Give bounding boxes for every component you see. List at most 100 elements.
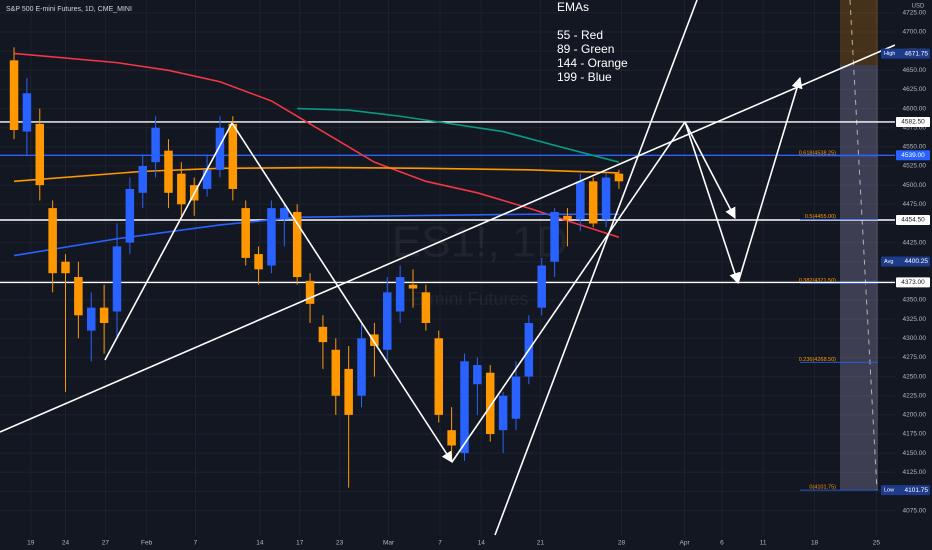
watermark-sub: E-mini Futures <box>411 289 528 309</box>
y-tick-label: 4250.00 <box>903 373 927 380</box>
candle-body <box>99 307 109 323</box>
candle-body <box>280 208 289 220</box>
candle-body <box>292 211 302 278</box>
candle-body <box>383 292 392 350</box>
y-tick-label: 4625.00 <box>903 86 927 93</box>
candle-body <box>305 280 315 304</box>
x-tick-label: 23 <box>336 540 344 547</box>
candle-body <box>614 173 624 182</box>
fib-label: 0.618(4538.25) <box>799 150 836 156</box>
candle-body <box>112 246 122 312</box>
y-tick-label: 4550.00 <box>903 144 927 151</box>
x-tick-label: 17 <box>296 540 304 547</box>
x-tick-label: 11 <box>760 540 767 547</box>
watermark: ES1!, 1D <box>392 218 568 267</box>
candle-body <box>267 208 276 266</box>
candle-body <box>125 188 135 243</box>
candle-body <box>485 372 495 435</box>
y-tick-label: 4225.00 <box>903 392 927 399</box>
x-tick-label: 25 <box>873 540 881 547</box>
candle-body <box>164 150 173 193</box>
x-tick-label: 6 <box>720 540 724 547</box>
candle-body <box>550 211 559 262</box>
y-tick-label: 4350.00 <box>903 297 927 304</box>
y-tick-label: 4300.00 <box>903 335 927 342</box>
candle-body <box>177 173 186 205</box>
candle-body <box>74 277 83 316</box>
y-tick-label: 4600.00 <box>903 105 927 112</box>
level-badge <box>896 150 930 161</box>
legend-entry: 55 - Red <box>557 28 603 42</box>
plot: 0.618(4538.25) 0.5(4455.00) 0.382(4371.50)… <box>0 47 895 491</box>
level-label: 4539.00 <box>901 152 925 159</box>
arrow <box>231 122 453 463</box>
candle-body <box>511 376 521 419</box>
level-label: 4582.50 <box>901 119 925 126</box>
candle-body <box>421 292 431 323</box>
candle-body <box>215 127 225 170</box>
fib-label: 0(4101.75) <box>809 485 836 491</box>
time-axis <box>0 536 932 550</box>
candle-body <box>22 93 32 132</box>
y-tick-label: 4075.00 <box>903 507 927 514</box>
level-label: 4373.00 <box>901 279 925 286</box>
marker-badge <box>881 256 930 267</box>
x-tick-label: Apr <box>680 540 691 547</box>
arrow <box>684 121 741 285</box>
candle-body <box>357 338 366 396</box>
level-badge <box>896 116 930 127</box>
candle-body <box>576 181 585 220</box>
candle-body <box>254 254 263 270</box>
trend-line <box>0 44 896 433</box>
candle-body <box>537 265 546 308</box>
legend-entry: 144 - Orange <box>557 56 628 70</box>
candle-body <box>395 277 405 312</box>
fib-label: 0.236(4268.50) <box>799 357 836 363</box>
marker-name: Avg <box>884 259 893 265</box>
y-tick-label: 4475.00 <box>903 201 927 208</box>
x-tick-label: 14 <box>256 540 264 547</box>
candle-body <box>228 123 238 189</box>
level-label: 4454.50 <box>901 217 925 224</box>
trend-line <box>104 122 233 361</box>
trend-line <box>494 0 698 536</box>
drawings <box>0 0 896 536</box>
ema-line <box>13 52 620 238</box>
chart-title: S&P 500 E-mini Futures, 1D, CME_MINI <box>6 6 132 13</box>
x-tick-label: 27 <box>102 540 110 547</box>
arrow <box>684 121 736 219</box>
candle-body <box>35 123 45 186</box>
candle-body <box>48 208 57 274</box>
ema-line <box>297 107 620 163</box>
y-tick-label: 4325.00 <box>903 316 927 323</box>
price-axis <box>895 0 932 550</box>
legend-title: EMAs <box>557 0 589 14</box>
candle-body <box>318 326 328 343</box>
grid <box>0 0 895 536</box>
y-tick-label: 4425.00 <box>903 239 927 246</box>
candle-body <box>151 127 160 163</box>
y-tick-label: 4500.00 <box>903 182 927 189</box>
x-tick-label: Feb <box>141 540 153 547</box>
y-tick-label: 4200.00 <box>903 412 927 419</box>
candle-body <box>460 361 469 454</box>
fib-label: 0.382(4371.50) <box>799 278 836 284</box>
level-badge <box>896 277 930 288</box>
trend-line <box>451 121 686 463</box>
marker-name: High <box>884 51 895 57</box>
y-tick-label: 4575.00 <box>903 124 927 131</box>
candle-body <box>9 60 19 131</box>
marker-label: 4400.25 <box>905 258 929 265</box>
y-tick-label: 4275.00 <box>903 354 927 361</box>
candle-body <box>138 166 147 193</box>
shaded-zone <box>840 65 878 490</box>
arrow <box>737 76 803 284</box>
y-tick-label: 4725.00 <box>903 10 927 17</box>
axes: 4075.004100.004125.004150.004175.004200.… <box>27 10 930 547</box>
dashed-projection <box>849 0 878 491</box>
y-tick-label: 4525.00 <box>903 163 927 170</box>
y-tick-label: 4650.00 <box>903 67 927 74</box>
candle-body <box>601 177 611 220</box>
